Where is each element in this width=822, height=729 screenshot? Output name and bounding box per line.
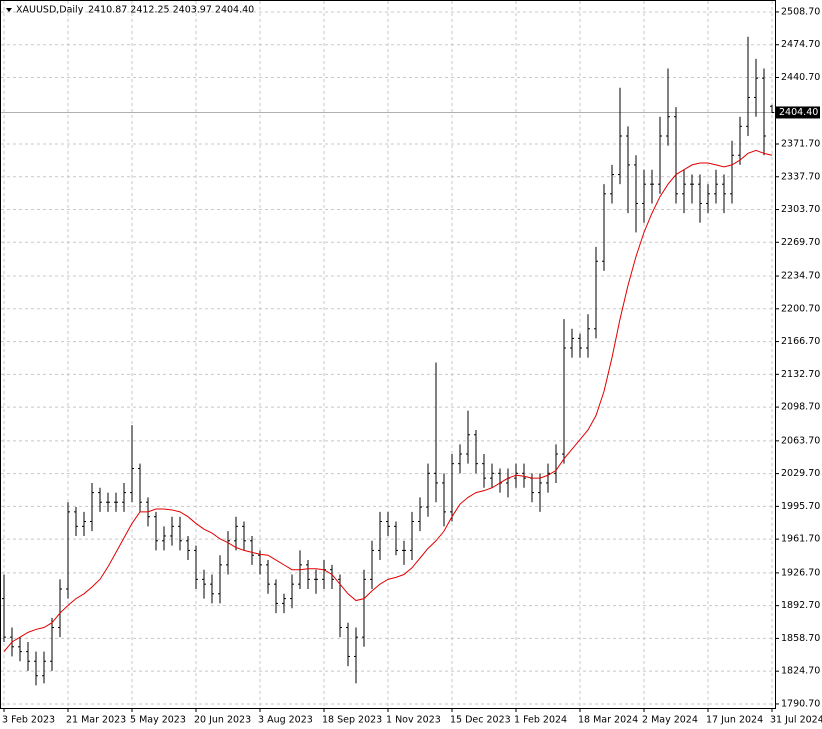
y-tick-label: 2063.70 [781,435,820,446]
x-tick-label: 3 Feb 2023 [2,715,55,726]
plot-layer [1,1,775,708]
x-tick-label: 15 Dec 2023 [450,715,511,726]
y-tick-label: 1926.70 [781,567,820,578]
y-tick-label: 1961.70 [781,534,820,545]
moving-average [3,149,773,652]
y-tick-label: 2337.70 [781,171,820,182]
x-tick-label: 1 Nov 2023 [386,715,441,726]
x-tick-label: 18 Sep 2023 [322,715,382,726]
y-tick-label: 1995.70 [781,501,820,512]
x-tick-label: 1 Feb 2024 [514,715,567,726]
y-tick-label: 1824.70 [781,666,820,677]
last-price-box [776,106,820,119]
y-tick-label: 1892.70 [781,600,820,611]
y-tick-label: 2234.70 [781,271,820,282]
y-tick-label: 2440.70 [781,72,820,83]
last-price-label: 2404.40 [779,107,818,118]
menu-icon[interactable] [6,8,12,12]
ohlc-header: 2410.87 2412.25 2403.97 2404.40 [88,5,254,16]
x-tick-label: 18 Mar 2024 [578,715,638,726]
y-tick-label: 2269.70 [781,237,820,248]
y-tick-label: 2029.70 [781,468,820,479]
y-tick-label: 1790.70 [781,698,820,709]
x-tick-label: 31 Jul 2024 [770,715,822,726]
x-tick-label: 17 Jun 2024 [706,715,763,726]
x-tick-label: 2 May 2024 [642,715,698,726]
x-tick-label: 3 Aug 2023 [258,715,313,726]
x-tick-label: 5 May 2023 [130,715,186,726]
y-tick-label: 2508.70 [781,6,820,17]
y-tick-label: 2371.70 [781,138,820,149]
y-tick-label: 2303.70 [781,204,820,215]
y-tick-label: 2098.70 [781,402,820,413]
y-tick-label: 1858.70 [781,633,820,644]
y-tick-label: 2132.70 [781,369,820,380]
y-tick-label: 2166.70 [781,336,820,347]
x-tick-label: 21 Mar 2023 [66,715,126,726]
x-tick-label: 20 Jun 2023 [194,715,251,726]
y-tick-label: 2200.70 [781,303,820,314]
symbol-title: XAUUSD,Daily [16,5,84,16]
y-tick-label: 2474.70 [781,39,820,50]
